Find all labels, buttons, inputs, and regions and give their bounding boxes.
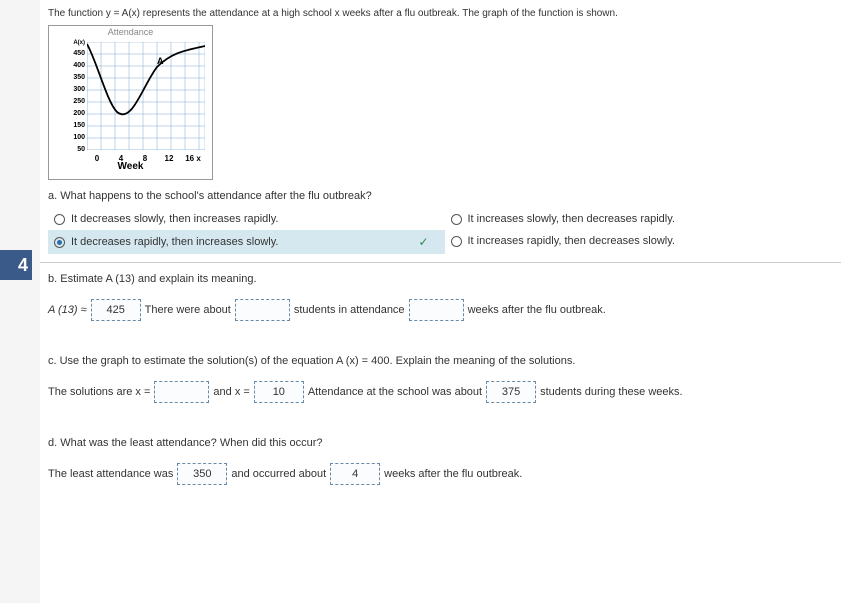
option-1[interactable]: It decreases slowly, then increases rapi… (48, 208, 445, 230)
graph-inner: Number of students A(x) 450 400 350 300 … (49, 38, 212, 163)
b-lhs: A (13) ≈ (48, 304, 87, 316)
option-2[interactable]: It decreases rapidly, then increases slo… (48, 230, 445, 254)
options-col-right: It increases slowly, then decreases rapi… (445, 208, 842, 254)
b-text-2: students in attendance (294, 304, 405, 316)
xtick: 16 x (181, 154, 205, 163)
option-3[interactable]: It increases slowly, then decreases rapi… (445, 208, 842, 230)
graph-panel: Attendance Number of students A(x) 450 4… (48, 25, 213, 180)
d-answer-1[interactable]: 350 (177, 463, 227, 485)
question-a-prompt: a. What happens to the school's attendan… (48, 190, 841, 202)
ytick: 200 (67, 110, 85, 122)
page-container: The function y = A(x) represents the att… (40, 0, 853, 603)
ytick: 300 (67, 86, 85, 98)
section-d: d. What was the least attendance? When d… (40, 427, 841, 501)
grid-lines (87, 42, 205, 150)
b-text-3: weeks after the flu outbreak. (468, 304, 606, 316)
ytick: 450 (67, 50, 85, 62)
question-c-line: The solutions are x = and x = 10 Attenda… (48, 381, 833, 403)
question-d-prompt: d. What was the least attendance? When d… (48, 437, 833, 449)
d-text-1: The least attendance was (48, 468, 173, 480)
b-text-1: There were about (145, 304, 231, 316)
c-text-3: Attendance at the school was about (308, 386, 482, 398)
ytick: 100 (67, 134, 85, 146)
y-tick-labels: A(x) 450 400 350 300 250 200 150 100 50 (67, 40, 85, 158)
x-tick-labels: 0 4 8 12 16 x (85, 154, 205, 163)
ytick: 150 (67, 122, 85, 134)
c-text-1: The solutions are x = (48, 386, 150, 398)
ytick: 350 (67, 74, 85, 86)
intro-text: The function y = A(x) represents the att… (40, 8, 841, 19)
ytick: 250 (67, 98, 85, 110)
d-text-2: and occurred about (231, 468, 326, 480)
option-2-label: It decreases rapidly, then increases slo… (71, 236, 278, 248)
c-answer-1[interactable] (154, 381, 209, 403)
radio-icon (54, 237, 65, 248)
options-col-left: It decreases slowly, then increases rapi… (48, 208, 445, 254)
option-3-label: It increases slowly, then decreases rapi… (468, 213, 675, 225)
radio-icon (54, 214, 65, 225)
xtick: 8 (133, 154, 157, 163)
xtick: 12 (157, 154, 181, 163)
section-b: b. Estimate A (13) and explain its meani… (40, 262, 841, 337)
plot-svg: A (87, 42, 205, 150)
radio-icon (451, 236, 462, 247)
radio-icon (451, 214, 462, 225)
section-c: c. Use the graph to estimate the solutio… (40, 345, 841, 419)
b-answer-1[interactable]: 425 (91, 299, 141, 321)
b-answer-2[interactable] (235, 299, 290, 321)
c-answer-3[interactable]: 375 (486, 381, 536, 403)
question-c-prompt: c. Use the graph to estimate the solutio… (48, 355, 833, 367)
option-1-label: It decreases slowly, then increases rapi… (71, 213, 278, 225)
question-d-line: The least attendance was 350 and occurre… (48, 463, 833, 485)
question-b-line: A (13) ≈ 425 There were about students i… (48, 299, 833, 321)
question-b-prompt: b. Estimate A (13) and explain its meani… (48, 273, 833, 285)
options-row: It decreases slowly, then increases rapi… (48, 208, 841, 254)
question-number-badge: 4 (0, 250, 32, 280)
curve-path (87, 44, 205, 114)
xtick: 0 (85, 154, 109, 163)
b-answer-3[interactable] (409, 299, 464, 321)
ytick: 50 (67, 146, 85, 158)
graph-title: Attendance (49, 26, 212, 38)
option-4[interactable]: It increases rapidly, then decreases slo… (445, 230, 842, 252)
ytick: 400 (67, 62, 85, 74)
d-text-3: weeks after the flu outbreak. (384, 468, 522, 480)
c-text-4: students during these weeks. (540, 386, 682, 398)
option-4-label: It increases rapidly, then decreases slo… (468, 235, 675, 247)
check-icon: ✓ (418, 235, 428, 249)
c-text-2: and x = (213, 386, 249, 398)
c-answer-2[interactable]: 10 (254, 381, 304, 403)
point-label-a: A (157, 56, 164, 66)
d-answer-2[interactable]: 4 (330, 463, 380, 485)
xtick: 4 (109, 154, 133, 163)
